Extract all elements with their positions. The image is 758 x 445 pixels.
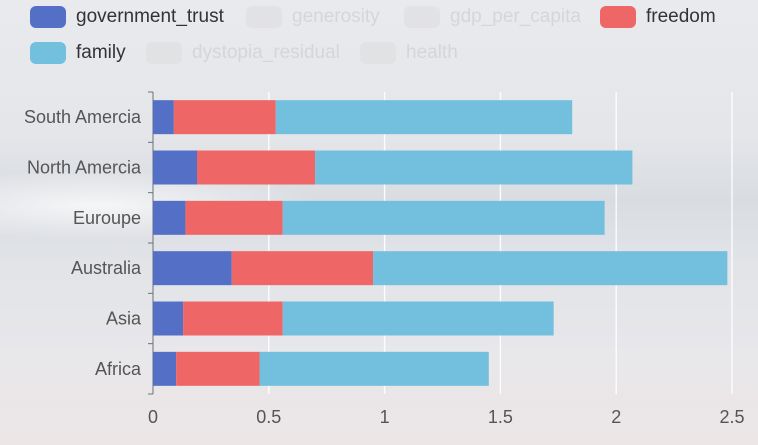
bar-family [275,100,573,135]
legend-item-government-trust[interactable]: government_trust [30,4,224,30]
bar-government-trust [153,301,184,336]
legend-swatch [404,6,440,28]
legend-swatch [246,6,282,28]
y-tick-label: North Amercia [27,158,142,178]
legend-swatch [30,42,66,64]
legend-swatch [146,42,182,64]
legend-swatch [30,6,66,28]
legend-label: health [406,42,458,63]
bar-freedom [183,301,283,336]
y-tick-label: Africa [95,359,142,379]
legend-label: generosity [292,6,380,27]
legend-item-health[interactable]: health [360,40,458,66]
legend-item-dystopia-residual[interactable]: dystopia_residual [146,40,340,66]
bar-government-trust [153,150,198,185]
legend-item-generosity[interactable]: generosity [246,4,380,30]
legend-item-family[interactable]: family [30,40,126,66]
y-tick-label: Euroupe [73,208,141,228]
bar-government-trust [153,251,232,286]
legend-swatch [360,42,396,64]
legend-label: government_trust [76,6,224,27]
legend-label: freedom [646,6,716,27]
legend-swatch [600,6,636,28]
x-tick-label: 0.5 [256,407,281,427]
bar-family [282,301,554,336]
bar-family [373,251,728,286]
bar-freedom [176,351,260,386]
y-tick-label: Asia [106,309,142,329]
legend-item-freedom[interactable]: freedom [600,4,716,30]
x-tick-label: 0 [148,407,158,427]
bar-freedom [173,100,276,135]
bar-freedom [231,251,374,286]
y-tick-label: South Amercia [24,107,142,127]
x-tick-label: 1.5 [488,407,513,427]
legend-item-gdp-per-capita[interactable]: gdp_per_capita [404,4,581,30]
bar-freedom [197,150,316,185]
x-tick-label: 2 [611,407,621,427]
bar-freedom [185,200,283,235]
bar-government-trust [153,351,177,386]
x-tick-label: 2.5 [719,407,744,427]
legend-label: dystopia_residual [192,42,340,63]
bar-government-trust [153,100,174,135]
bar-family [259,351,489,386]
legend-label: gdp_per_capita [450,6,581,27]
y-tick-label: Australia [71,258,142,278]
bar-family [282,200,605,235]
legend-label: family [76,42,126,63]
bar-family [315,150,633,185]
x-tick-label: 1 [380,407,390,427]
legend: government_trust generosity gdp_per_capi… [0,0,758,80]
bar-government-trust [153,200,186,235]
